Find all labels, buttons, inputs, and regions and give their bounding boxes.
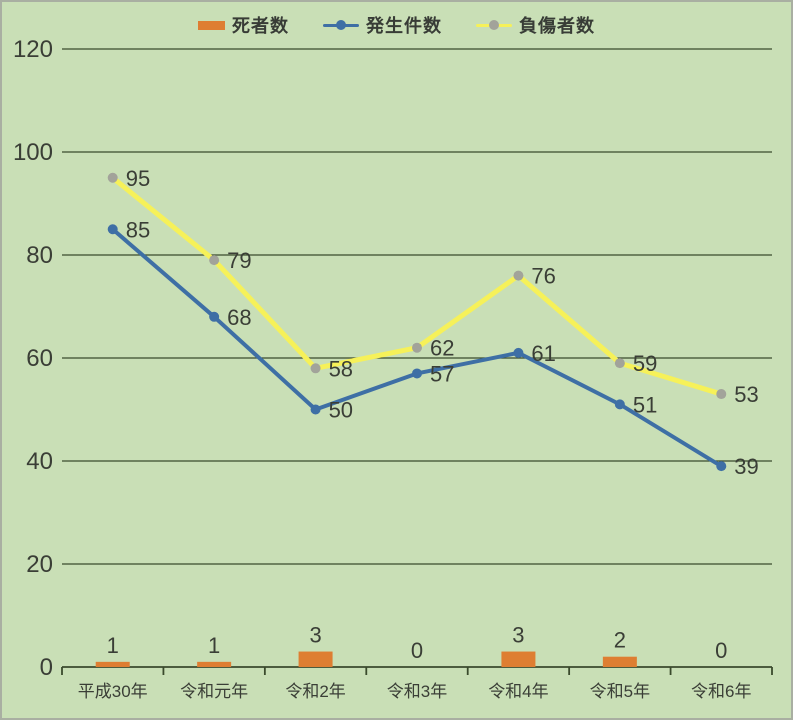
y-tick-label: 120 xyxy=(13,36,53,63)
marker-injured xyxy=(412,342,422,353)
bar-data-label: 3 xyxy=(309,623,321,648)
incidents-line-swatch-icon xyxy=(323,19,359,31)
y-tick-label: 20 xyxy=(26,551,53,578)
bar-data-label: 0 xyxy=(715,638,727,663)
line-data-label: 68 xyxy=(227,305,251,330)
marker-injured xyxy=(614,358,625,369)
x-category-label: 令和2年 xyxy=(285,682,345,701)
legend-label-deaths: 死者数 xyxy=(232,16,289,36)
bar-deaths xyxy=(197,661,232,667)
legend-item-incidents: 発生件数 xyxy=(323,12,442,38)
bar-deaths xyxy=(501,651,536,667)
marker-incidents xyxy=(614,399,625,410)
x-category-label: 令和4年 xyxy=(488,682,548,701)
bar-data-label: 0 xyxy=(411,638,423,663)
x-category-label: 令和5年 xyxy=(590,682,650,701)
line-data-label: 95 xyxy=(126,166,150,191)
line-data-label: 53 xyxy=(734,382,758,407)
legend-label-injured: 負傷者数 xyxy=(519,16,595,36)
line-injured xyxy=(110,175,724,397)
line-data-label: 76 xyxy=(531,264,555,289)
legend-item-injured: 負傷者数 xyxy=(476,12,595,38)
line-data-label: 57 xyxy=(430,361,454,386)
y-tick-label: 0 xyxy=(40,654,53,681)
marker-injured xyxy=(513,270,524,281)
line-data-label: 79 xyxy=(227,248,251,273)
line-data-label: 62 xyxy=(430,336,454,361)
y-tick-label: 40 xyxy=(26,448,53,475)
marker-incidents xyxy=(209,311,220,322)
marker-incidents xyxy=(412,368,422,379)
line-data-label: 50 xyxy=(329,398,353,423)
marker-incidents xyxy=(107,224,118,235)
bar-data-label: 1 xyxy=(107,633,119,658)
x-category-label: 平成30年 xyxy=(78,682,148,701)
marker-injured xyxy=(310,363,321,374)
bar-deaths xyxy=(298,651,333,667)
line-data-label: 58 xyxy=(329,356,353,381)
y-tick-label: 60 xyxy=(26,345,53,372)
bar-data-label: 1 xyxy=(208,633,220,658)
bar-deaths xyxy=(602,656,637,667)
line-data-label: 39 xyxy=(734,454,758,479)
x-category-label: 令和元年 xyxy=(180,682,248,701)
marker-injured xyxy=(209,255,220,266)
marker-incidents xyxy=(310,404,321,415)
legend-item-deaths: 死者数 xyxy=(198,12,289,38)
legend-label-incidents: 発生件数 xyxy=(366,16,442,36)
marker-injured xyxy=(107,172,118,183)
legend: 死者数 発生件数 負傷者数 xyxy=(2,12,791,38)
marker-incidents xyxy=(716,461,727,472)
y-tick-label: 80 xyxy=(26,242,53,269)
x-category-label: 令和3年 xyxy=(387,682,447,701)
bar-data-label: 3 xyxy=(512,623,524,648)
marker-incidents xyxy=(513,347,524,358)
x-category-label: 令和6年 xyxy=(691,682,751,701)
line-data-label: 85 xyxy=(126,217,150,242)
injured-line-swatch-icon xyxy=(476,19,512,31)
line-data-label: 59 xyxy=(633,351,657,376)
line-data-label: 51 xyxy=(633,392,657,417)
bar-data-label: 2 xyxy=(614,628,626,653)
bar-deaths xyxy=(95,661,130,667)
deaths-bar-swatch-icon xyxy=(198,20,225,30)
marker-injured xyxy=(716,389,727,400)
y-tick-label: 100 xyxy=(13,139,53,166)
line-data-label: 61 xyxy=(531,341,555,366)
